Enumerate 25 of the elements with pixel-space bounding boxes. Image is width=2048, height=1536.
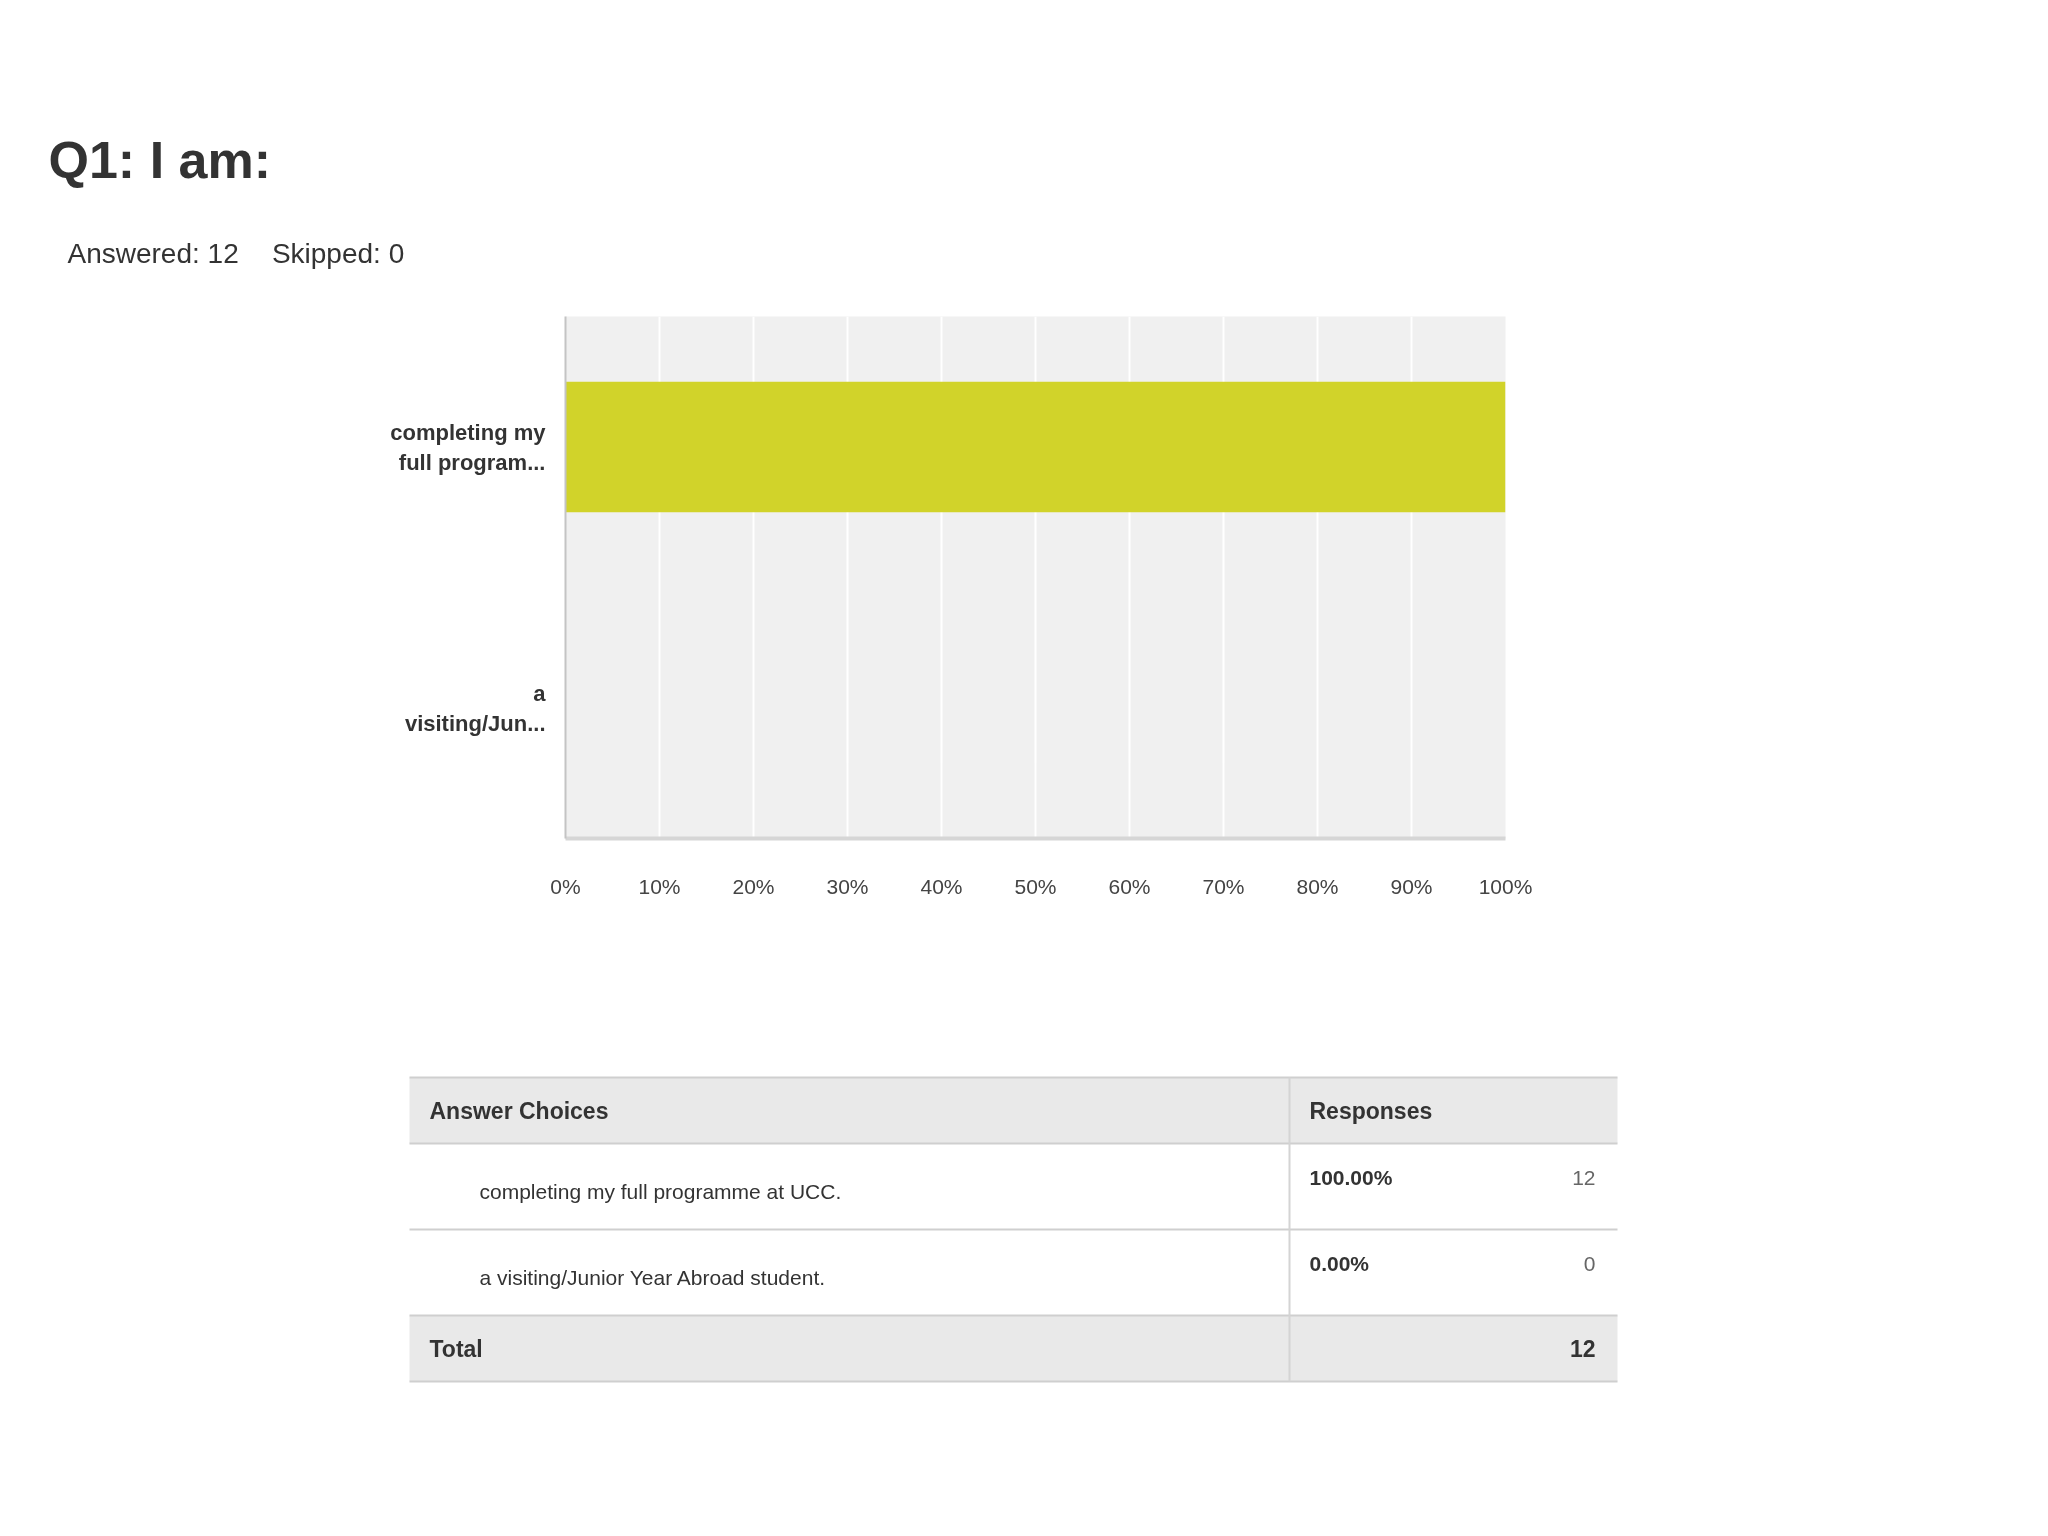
x-tick-label: 80% bbox=[1296, 874, 1339, 898]
text: 100.00% bbox=[1309, 1166, 1393, 1189]
x-tick-label: 20% bbox=[732, 874, 775, 898]
text: Answer Choices bbox=[429, 1097, 609, 1124]
text: 0 bbox=[1583, 1251, 1596, 1275]
x-tick-label: 90% bbox=[1390, 874, 1433, 898]
text: 0.00% bbox=[1309, 1252, 1370, 1275]
y-tick-label: a visiting/Jun... bbox=[404, 680, 547, 736]
x-tick-label: 40% bbox=[920, 874, 963, 898]
text: Responses bbox=[1309, 1097, 1433, 1124]
text: Total bbox=[429, 1335, 483, 1362]
x-tick-label: 100% bbox=[1478, 874, 1533, 898]
y-tick-label: completing my full program... bbox=[390, 419, 547, 475]
text: completing my full programme at UCC. bbox=[479, 1180, 842, 1203]
x-tick-label: 50% bbox=[1014, 874, 1057, 898]
x-tick-label: 70% bbox=[1202, 874, 1245, 898]
text: 12 bbox=[1572, 1165, 1596, 1189]
text: a visiting/Junior Year Abroad student. bbox=[479, 1266, 826, 1289]
x-tick-label: 30% bbox=[826, 874, 869, 898]
x-tick-label: 10% bbox=[638, 874, 681, 898]
x-tick-label: 60% bbox=[1108, 874, 1151, 898]
x-tick-label: 0% bbox=[550, 874, 581, 898]
text: 12 bbox=[1569, 1336, 1596, 1362]
text: Answered: 12 Skipped: 0 bbox=[67, 238, 405, 269]
chart-title: Q1: I am: bbox=[48, 130, 271, 189]
